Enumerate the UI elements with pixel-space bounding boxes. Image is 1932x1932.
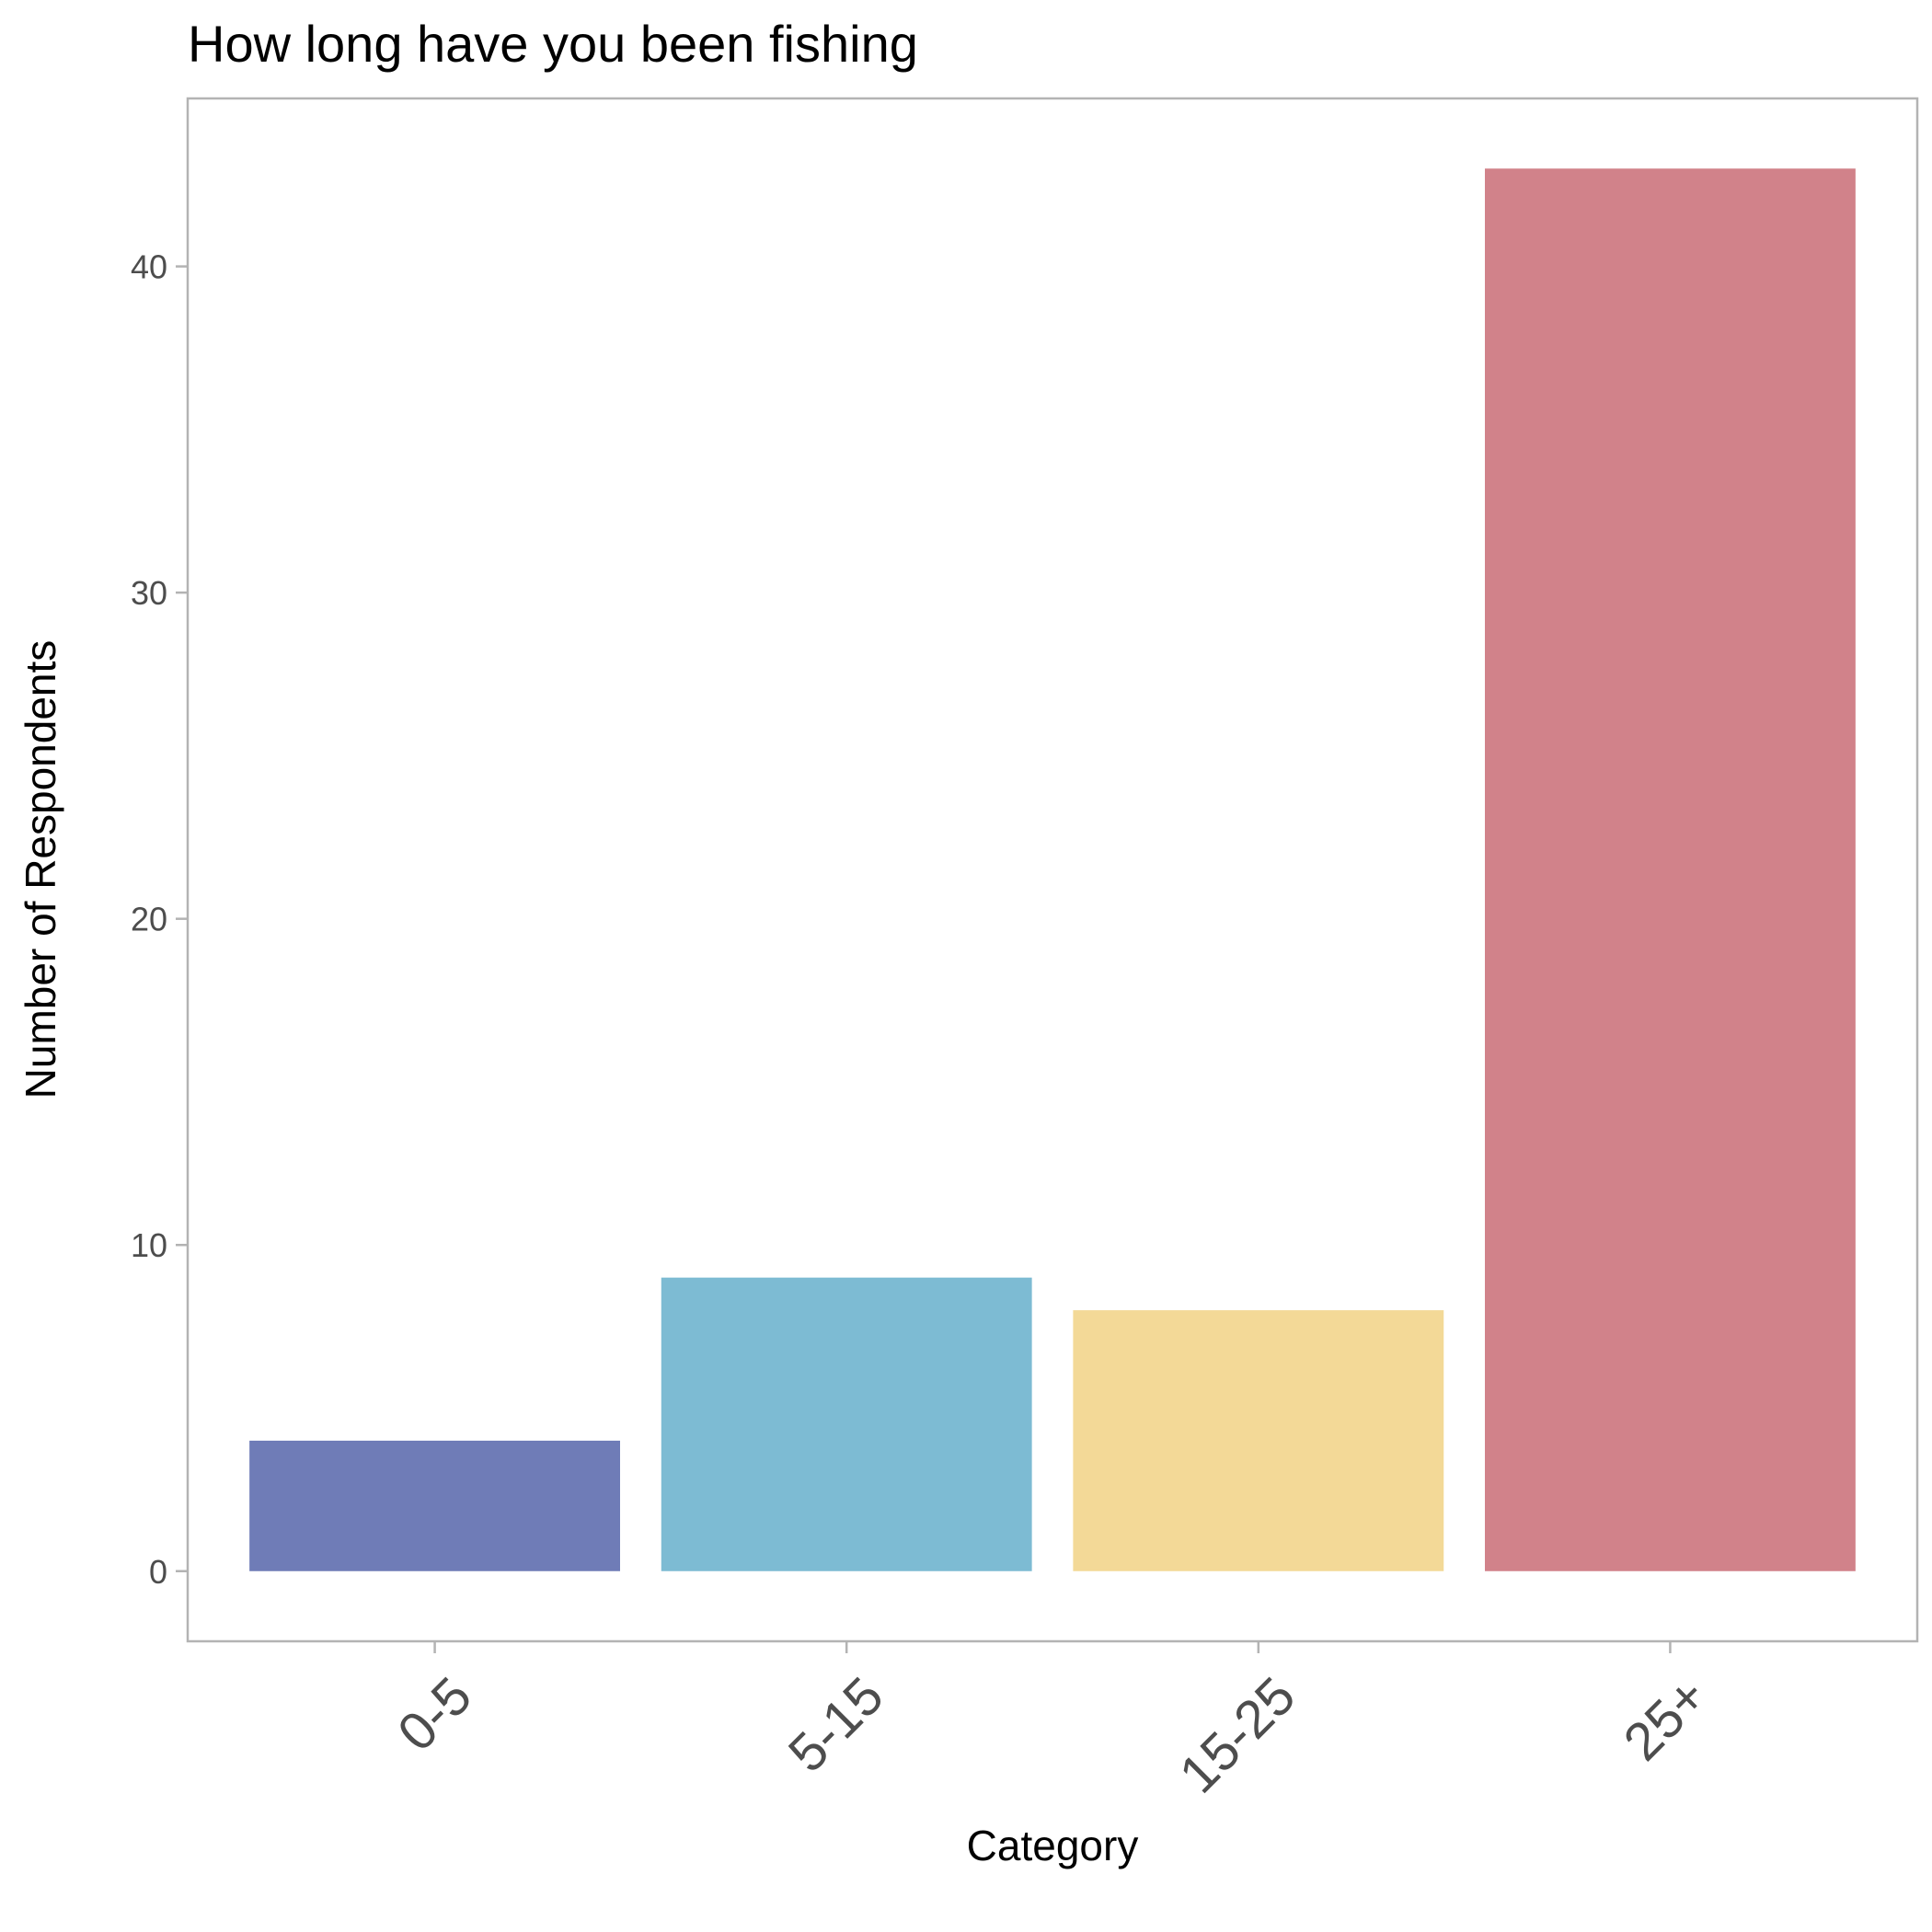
x-tick-label: 5-15 bbox=[777, 1666, 895, 1784]
plot-panel bbox=[186, 97, 1919, 1643]
bar-5-15 bbox=[661, 1277, 1032, 1571]
y-tick-label: 0 bbox=[149, 1553, 167, 1591]
x-axis-title: Category bbox=[967, 1822, 1139, 1869]
y-axis: 0 10 20 30 40 bbox=[131, 248, 188, 1591]
x-tick-label: 25+ bbox=[1612, 1666, 1719, 1773]
bar-25+ bbox=[1485, 168, 1856, 1571]
chart-title: How long have you been fishing bbox=[188, 15, 918, 73]
y-tick-label: 20 bbox=[131, 901, 167, 938]
bars bbox=[249, 168, 1856, 1571]
y-axis-title: Number of Respondents bbox=[17, 640, 64, 1099]
y-tick-label: 30 bbox=[131, 574, 167, 612]
y-tick-label: 10 bbox=[131, 1226, 167, 1264]
x-axis: 0-5 5-15 15-25 25+ bbox=[386, 1641, 1719, 1804]
y-tick-label: 40 bbox=[131, 248, 167, 286]
x-tick-label: 15-25 bbox=[1168, 1666, 1307, 1805]
bar-0-5 bbox=[249, 1440, 620, 1571]
bar-15-25 bbox=[1073, 1310, 1444, 1571]
x-tick-label: 0-5 bbox=[386, 1666, 483, 1763]
